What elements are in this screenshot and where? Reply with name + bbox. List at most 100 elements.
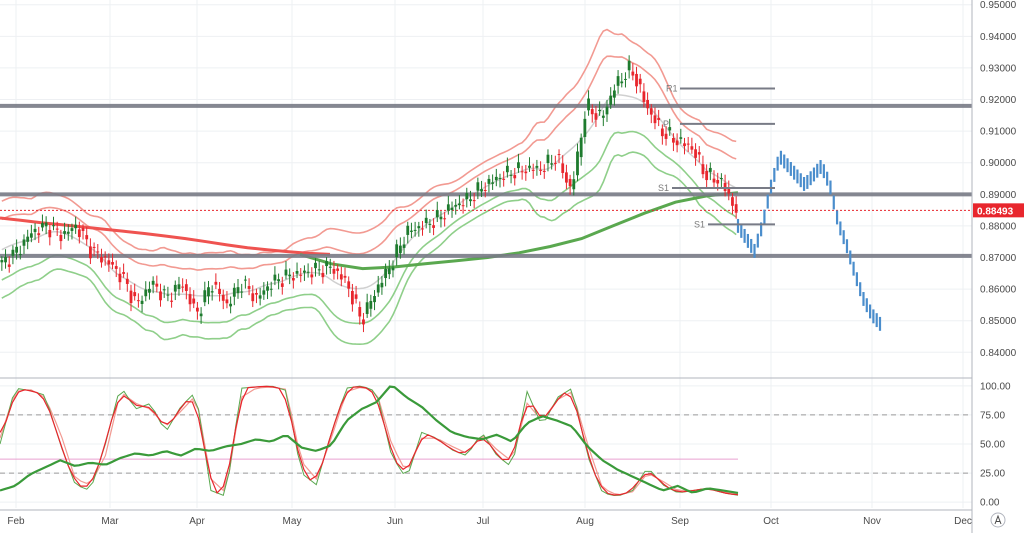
candle-body	[303, 270, 306, 273]
price-tick-label: 0.91000	[980, 127, 1017, 138]
candle-body	[277, 279, 280, 282]
candle-body	[679, 137, 683, 139]
candle-body	[616, 76, 620, 86]
candle-body	[59, 234, 63, 242]
candle-body	[26, 236, 30, 242]
candle-body	[332, 268, 336, 274]
osc-tick-label: 75.00	[980, 410, 1005, 421]
candle-body	[480, 189, 483, 192]
candle-body	[288, 274, 292, 277]
price-tick-label: 0.87000	[980, 253, 1017, 264]
candle-body	[454, 204, 458, 207]
candle-body	[384, 268, 388, 279]
candle-body	[594, 113, 598, 120]
candle-body	[708, 167, 712, 172]
candle-body	[107, 260, 111, 265]
month-tick-label: Jul	[477, 516, 490, 527]
candle-body	[184, 284, 188, 291]
candle-body	[262, 290, 266, 295]
sma-red-line	[0, 216, 331, 256]
candle-body	[11, 249, 15, 256]
candle-body	[306, 271, 310, 273]
candle-body	[15, 246, 19, 253]
candle-body	[520, 171, 524, 173]
candle-body	[539, 169, 542, 171]
candle-body	[417, 226, 421, 229]
candle-body	[258, 295, 262, 299]
candle-body	[284, 269, 288, 276]
candle-body	[170, 300, 173, 302]
candle-body	[590, 109, 594, 115]
candle-body	[221, 294, 225, 301]
candle-body	[210, 291, 214, 293]
candle-body	[92, 246, 96, 248]
candle-body	[391, 267, 395, 271]
price-tick-label: 0.94000	[980, 32, 1017, 43]
candle-body	[100, 257, 103, 263]
candle-body	[280, 283, 284, 287]
candle-body	[531, 169, 535, 171]
candle-body	[513, 175, 517, 179]
candle-body	[664, 133, 668, 139]
month-tick-label: Sep	[671, 516, 689, 527]
candle-body	[557, 154, 561, 156]
candle-body	[55, 228, 59, 230]
bollinger-bands-layer	[0, 28, 739, 346]
candle-body	[469, 199, 472, 202]
candle-body	[483, 189, 487, 191]
candle-body	[620, 81, 624, 84]
auto-scale-icon	[990, 512, 1006, 528]
candles-layer	[0, 55, 738, 333]
candle-body	[672, 138, 675, 143]
candle-body	[476, 182, 480, 191]
candle-body	[660, 128, 664, 137]
rsi-line	[0, 385, 739, 494]
candle-body	[314, 262, 317, 269]
candle-body	[173, 284, 177, 292]
candle-body	[712, 178, 716, 183]
candle-body	[572, 179, 576, 190]
candle-body	[133, 292, 137, 297]
candle-body	[159, 291, 162, 301]
candle-body	[177, 284, 181, 290]
month-tick-label: Feb	[7, 516, 25, 527]
candle-body	[37, 233, 41, 236]
osc-tick-label: 50.00	[980, 440, 1005, 451]
candle-body	[4, 256, 7, 263]
price-tick-label: 0.85000	[980, 316, 1017, 327]
candle-body	[612, 90, 616, 98]
price-tick-label: 0.92000	[980, 95, 1017, 106]
candle-body	[561, 163, 565, 173]
price-tick-label: 0.95000	[980, 0, 1017, 11]
candle-body	[494, 176, 498, 181]
candle-body	[310, 274, 314, 278]
price-tick-label: 0.89000	[980, 190, 1017, 201]
candle-body	[535, 165, 539, 168]
candle-body	[63, 231, 66, 234]
month-tick-label: Dec	[954, 516, 972, 527]
current-price-value: 0.88493	[977, 206, 1014, 217]
candle-body	[114, 266, 118, 269]
candle-body	[491, 182, 495, 184]
bb-lower-outer	[1, 151, 737, 346]
candle-body	[162, 289, 166, 291]
candle-body	[472, 200, 476, 202]
candle-body	[181, 286, 185, 288]
candle-body	[188, 294, 192, 305]
candle-body	[517, 162, 520, 169]
current-price-tag	[973, 203, 1024, 218]
month-tick-label: Nov	[863, 516, 881, 527]
candle-body	[439, 216, 443, 220]
candle-body	[269, 288, 273, 290]
candle-body	[339, 274, 343, 280]
candle-body	[317, 269, 321, 271]
auto-scale-button[interactable]	[990, 512, 1006, 528]
candle-body	[697, 152, 701, 155]
pivot-label-1: P	[663, 119, 669, 129]
price-tick-label: 0.93000	[980, 63, 1017, 74]
candle-body	[432, 225, 435, 228]
candle-body	[365, 302, 369, 314]
stoch-k-alt-line	[0, 385, 739, 497]
candle-body	[144, 289, 148, 297]
